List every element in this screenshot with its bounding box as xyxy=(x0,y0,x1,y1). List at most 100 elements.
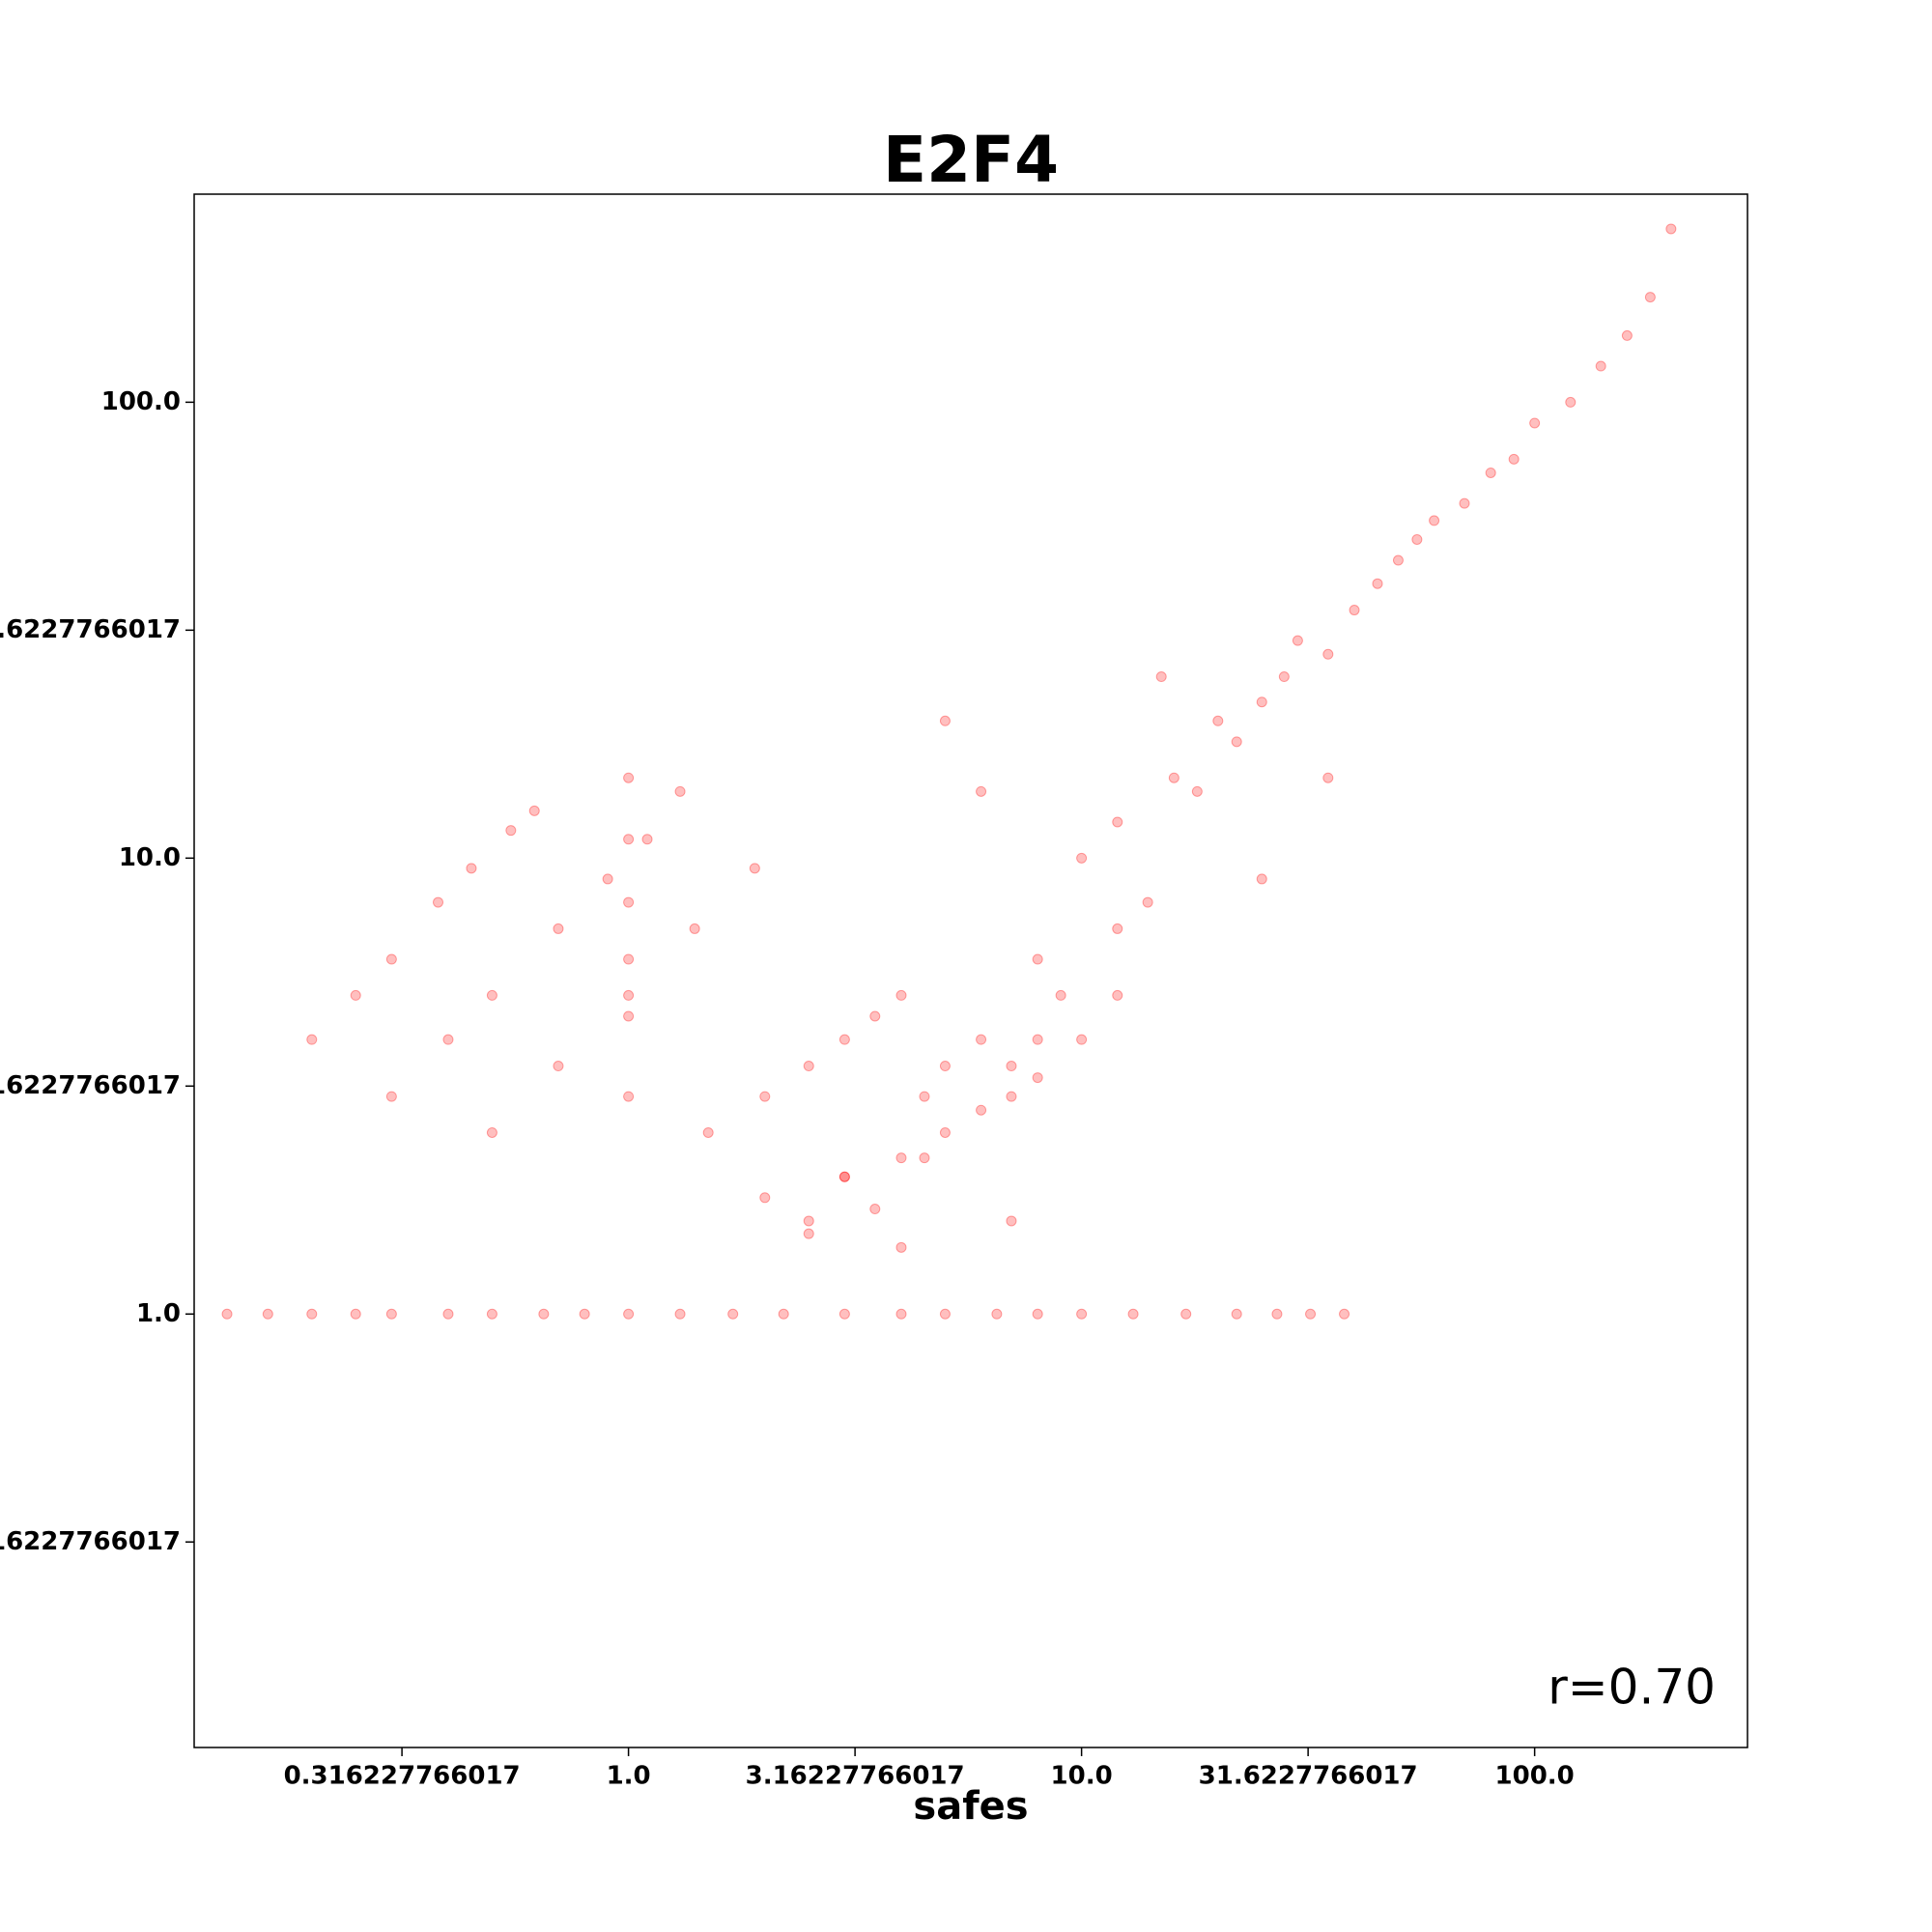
point xyxy=(1032,1308,1043,1320)
point xyxy=(778,1308,789,1320)
annotation: r=0.70 xyxy=(1548,1660,1716,1716)
point xyxy=(1392,554,1404,566)
y-tick-label: 3.16227766017 xyxy=(0,1071,181,1100)
point xyxy=(1349,605,1360,616)
point xyxy=(1168,772,1179,783)
point xyxy=(623,953,635,965)
point xyxy=(1212,715,1224,726)
y-tick-label: 100.0 xyxy=(101,387,181,416)
point xyxy=(991,1308,1003,1320)
point xyxy=(1231,1308,1242,1320)
point xyxy=(1339,1308,1350,1320)
point xyxy=(641,834,653,845)
point xyxy=(1644,292,1656,303)
x-tick-label: 3.16227766017 xyxy=(746,1762,965,1791)
point xyxy=(838,1308,850,1320)
x-tick-label: 10.0 xyxy=(1051,1762,1113,1791)
point xyxy=(1411,533,1423,545)
point xyxy=(350,1308,361,1320)
point xyxy=(919,1091,930,1102)
chart-title: E2F4 xyxy=(883,123,1059,197)
point xyxy=(466,863,477,874)
y-tick-label: 31.6227766017 xyxy=(0,615,181,644)
point xyxy=(442,1308,454,1320)
point xyxy=(674,785,686,797)
point xyxy=(1180,1308,1192,1320)
x-axis-label: safes xyxy=(913,1784,1028,1829)
point xyxy=(1305,1308,1317,1320)
point xyxy=(803,1228,814,1239)
point xyxy=(1055,989,1066,1001)
point xyxy=(1191,785,1203,797)
point xyxy=(1271,1308,1283,1320)
point xyxy=(674,1308,686,1320)
point xyxy=(727,1308,739,1320)
point xyxy=(623,896,635,908)
point xyxy=(623,989,635,1001)
point xyxy=(528,805,540,816)
point xyxy=(306,1308,318,1320)
y-tick-label: 1.0 xyxy=(136,1299,181,1328)
point xyxy=(1372,578,1383,589)
point xyxy=(895,1152,907,1164)
point xyxy=(1429,515,1440,526)
point xyxy=(579,1308,590,1320)
point xyxy=(976,1104,987,1116)
point xyxy=(486,989,497,1001)
point xyxy=(1459,497,1470,509)
point xyxy=(385,1308,397,1320)
point xyxy=(976,785,987,797)
y-tick-label: 0.316227766017 xyxy=(0,1527,181,1556)
point xyxy=(221,1308,233,1320)
point xyxy=(1565,396,1577,408)
point xyxy=(869,1204,881,1215)
point xyxy=(895,989,907,1001)
x-tick-label: 100.0 xyxy=(1495,1762,1575,1791)
x-tick-label: 0.316227766017 xyxy=(284,1762,521,1791)
point xyxy=(939,715,951,726)
point xyxy=(759,1091,771,1102)
point xyxy=(553,1061,564,1072)
x-tick-label: 31.6227766017 xyxy=(1199,1762,1418,1791)
point xyxy=(1032,953,1043,965)
point xyxy=(838,1171,850,1182)
point xyxy=(803,1061,814,1072)
point xyxy=(1076,1034,1088,1045)
point xyxy=(1278,671,1290,683)
point xyxy=(623,772,635,783)
point xyxy=(1076,852,1088,864)
point xyxy=(838,1171,850,1182)
point xyxy=(702,1126,714,1138)
point xyxy=(1112,816,1123,828)
point xyxy=(1595,360,1606,372)
point xyxy=(538,1308,550,1320)
point xyxy=(505,825,517,837)
point xyxy=(306,1034,318,1045)
point xyxy=(1322,772,1334,783)
point xyxy=(385,953,397,965)
point xyxy=(1142,896,1153,908)
point xyxy=(895,1241,907,1253)
point xyxy=(1485,467,1496,478)
point xyxy=(1256,696,1267,708)
point xyxy=(623,1010,635,1022)
point xyxy=(838,1034,850,1045)
point xyxy=(803,1215,814,1227)
point xyxy=(1006,1091,1017,1102)
point xyxy=(976,1034,987,1045)
point xyxy=(623,1091,635,1102)
point xyxy=(1508,453,1520,465)
point xyxy=(1006,1061,1017,1072)
point xyxy=(1621,329,1633,341)
point xyxy=(1529,417,1541,429)
point xyxy=(623,834,635,845)
point xyxy=(486,1308,497,1320)
point xyxy=(1112,923,1123,934)
y-tick-label: 10.0 xyxy=(119,843,181,872)
point xyxy=(1032,1034,1043,1045)
point xyxy=(939,1308,951,1320)
point xyxy=(602,873,613,885)
plot-frame xyxy=(193,193,1748,1748)
point xyxy=(1231,736,1242,748)
point xyxy=(1006,1215,1017,1227)
